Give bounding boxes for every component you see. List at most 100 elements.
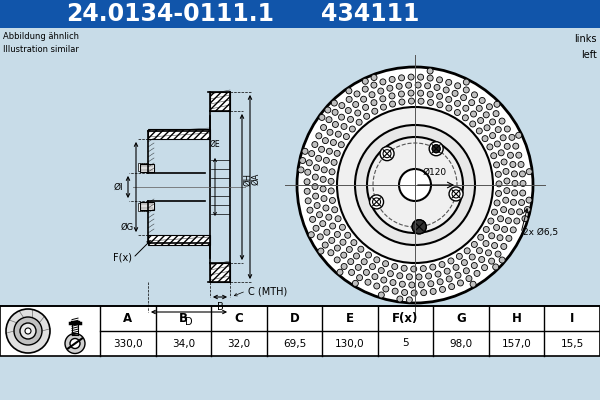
Circle shape xyxy=(444,268,450,274)
Circle shape xyxy=(337,107,493,263)
Circle shape xyxy=(325,107,331,113)
Circle shape xyxy=(428,281,434,287)
Circle shape xyxy=(371,100,377,106)
Circle shape xyxy=(401,265,407,271)
Circle shape xyxy=(70,338,80,348)
Circle shape xyxy=(398,91,404,97)
Circle shape xyxy=(514,218,520,224)
Bar xyxy=(144,203,146,211)
Circle shape xyxy=(389,101,395,107)
Circle shape xyxy=(494,141,500,147)
Circle shape xyxy=(437,102,443,108)
Circle shape xyxy=(463,115,469,121)
Circle shape xyxy=(518,200,524,206)
Circle shape xyxy=(504,178,510,184)
Text: 434111: 434111 xyxy=(321,2,419,26)
Circle shape xyxy=(425,83,431,89)
Text: 98,0: 98,0 xyxy=(449,338,473,348)
Circle shape xyxy=(307,160,313,166)
Circle shape xyxy=(430,264,436,270)
Text: E: E xyxy=(346,312,354,325)
Text: ØA: ØA xyxy=(251,173,260,185)
Circle shape xyxy=(326,117,332,123)
Text: 34,0: 34,0 xyxy=(172,338,195,348)
Text: ØE: ØE xyxy=(209,140,220,149)
Circle shape xyxy=(435,271,441,277)
Circle shape xyxy=(362,78,368,84)
Circle shape xyxy=(321,196,327,202)
Circle shape xyxy=(505,126,511,132)
Circle shape xyxy=(351,240,357,246)
Circle shape xyxy=(487,104,493,110)
Circle shape xyxy=(497,235,503,241)
Circle shape xyxy=(499,118,505,124)
Circle shape xyxy=(516,132,522,138)
Circle shape xyxy=(298,167,304,173)
Circle shape xyxy=(474,270,480,276)
Circle shape xyxy=(329,238,335,244)
Circle shape xyxy=(470,281,476,287)
Circle shape xyxy=(457,253,463,259)
Circle shape xyxy=(501,244,507,250)
Circle shape xyxy=(379,292,385,298)
Circle shape xyxy=(510,162,516,168)
Circle shape xyxy=(491,209,497,215)
Circle shape xyxy=(469,100,475,106)
Circle shape xyxy=(380,79,386,85)
Circle shape xyxy=(513,143,519,149)
Circle shape xyxy=(334,232,340,238)
Bar xyxy=(0,0,600,28)
Circle shape xyxy=(317,234,323,240)
Text: 330,0: 330,0 xyxy=(113,338,143,348)
Circle shape xyxy=(334,150,340,156)
Circle shape xyxy=(408,90,414,96)
Circle shape xyxy=(346,108,352,114)
Circle shape xyxy=(374,283,380,289)
Circle shape xyxy=(439,262,445,268)
Circle shape xyxy=(526,197,532,203)
Circle shape xyxy=(314,165,320,171)
Text: links
left: links left xyxy=(575,34,597,60)
Circle shape xyxy=(432,145,440,153)
Circle shape xyxy=(339,102,345,108)
Circle shape xyxy=(501,159,507,165)
Circle shape xyxy=(463,268,469,274)
Circle shape xyxy=(323,157,329,163)
Circle shape xyxy=(320,176,326,182)
Circle shape xyxy=(504,188,510,194)
Circle shape xyxy=(463,79,469,85)
Circle shape xyxy=(443,87,449,93)
Circle shape xyxy=(308,150,314,156)
Circle shape xyxy=(332,122,338,128)
Circle shape xyxy=(340,224,346,230)
Text: G: G xyxy=(456,312,466,325)
Circle shape xyxy=(493,111,499,117)
Circle shape xyxy=(488,218,494,224)
Text: Ø120: Ø120 xyxy=(423,168,447,177)
Circle shape xyxy=(346,96,352,102)
Circle shape xyxy=(483,112,489,118)
Circle shape xyxy=(312,184,318,190)
Text: 130,0: 130,0 xyxy=(335,338,365,348)
Circle shape xyxy=(415,82,421,88)
Bar xyxy=(146,163,148,171)
Circle shape xyxy=(389,93,395,99)
Circle shape xyxy=(353,102,359,108)
Circle shape xyxy=(322,242,328,248)
Circle shape xyxy=(389,76,395,82)
Circle shape xyxy=(371,74,377,80)
Bar xyxy=(138,163,140,171)
Circle shape xyxy=(323,205,329,211)
Circle shape xyxy=(494,162,500,168)
Circle shape xyxy=(374,257,380,263)
Circle shape xyxy=(524,206,530,212)
Circle shape xyxy=(437,93,443,99)
Circle shape xyxy=(349,126,355,132)
Circle shape xyxy=(508,209,514,215)
Circle shape xyxy=(430,288,436,294)
Circle shape xyxy=(498,150,504,156)
Circle shape xyxy=(453,264,459,270)
Circle shape xyxy=(338,142,344,148)
Circle shape xyxy=(399,99,405,105)
Circle shape xyxy=(511,199,517,205)
